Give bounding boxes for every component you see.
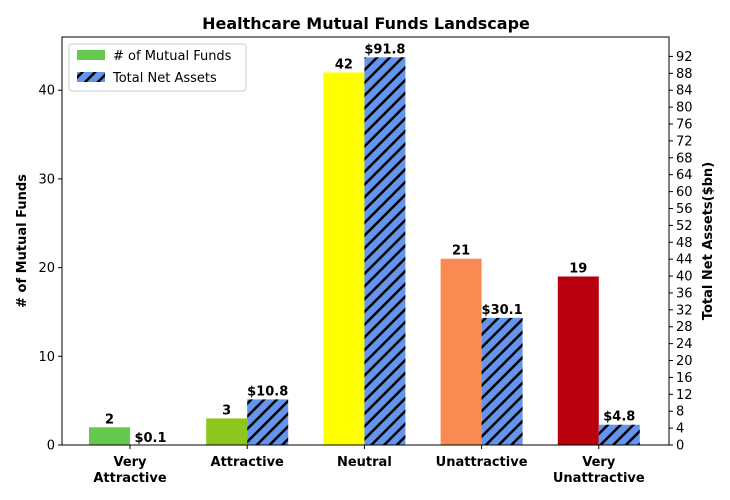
y-left-tick-label: 40	[38, 84, 55, 99]
y-right-tick-label: 68	[676, 151, 693, 166]
x-tick-label: Very Attractive	[93, 455, 167, 486]
legend-label-total-net-assets: Total Net Assets	[112, 71, 217, 86]
data-labels: 2 $0.1 3 $10.8 42 $91.8 21 $30.1 19 $4.8	[105, 42, 635, 446]
y-left-tick-label: 20	[38, 261, 55, 276]
bar-mutual-funds	[89, 427, 130, 445]
y-axis-right-label: Total Net Assets($bn)	[701, 162, 716, 320]
y-left-tick-label: 0	[47, 439, 55, 454]
bar-mutual-funds	[440, 258, 482, 445]
data-label-mutual-funds: 3	[222, 403, 231, 418]
y-right-tick-label: 32	[676, 303, 693, 318]
y-right-tick-label: 64	[676, 168, 693, 183]
chart-title: Healthcare Mutual Funds Landscape	[202, 14, 530, 33]
x-tick-label: Unattractive	[436, 455, 528, 470]
y-right-tick-label: 84	[676, 84, 693, 99]
y-right-tick-label: 56	[676, 202, 693, 217]
bar-total-net-assets	[598, 424, 640, 445]
y-left-tick-label: 10	[38, 350, 55, 365]
y-right-tick-label: 20	[676, 354, 693, 369]
legend-swatch-mutual-funds	[77, 50, 105, 60]
x-tick-label: Neutral	[337, 455, 392, 470]
y-right-tick-label: 76	[676, 118, 693, 133]
y-right-tick-label: 40	[676, 270, 693, 285]
y-right-tick-label: 88	[676, 67, 693, 82]
y-right-tick-label: 8	[676, 405, 684, 420]
bar-mutual-funds	[206, 418, 248, 445]
data-label-total-net-assets: $0.1	[134, 431, 166, 446]
data-label-total-net-assets: $4.8	[603, 410, 635, 425]
y-right-tick-label: 80	[676, 101, 693, 116]
data-label-mutual-funds: 19	[569, 261, 587, 276]
legend-label-mutual-funds: # of Mutual Funds	[113, 49, 232, 64]
y-right-tick-label: 16	[676, 371, 693, 386]
y-right-tick-label: 28	[676, 320, 693, 335]
y-axis-left-label: # of Mutual Funds	[15, 174, 30, 308]
axes: Very Attractive Attractive Neutral Unattract…	[38, 36, 693, 486]
y-right-tick-label: 48	[676, 236, 693, 251]
y-right-tick-label: 60	[676, 185, 693, 200]
data-label-total-net-assets: $10.8	[247, 384, 288, 399]
x-tick-label: Attractive	[211, 455, 285, 470]
y-right-tick-label: 44	[676, 253, 693, 268]
bar-total-net-assets	[364, 57, 406, 446]
legend-swatch-total-net-assets	[77, 72, 105, 82]
y-right-tick-label: 52	[676, 219, 693, 234]
y-right-tick-label: 36	[676, 286, 693, 301]
y-right-tick-label: 24	[676, 337, 693, 352]
bar-total-net-assets	[247, 399, 289, 445]
x-tick-label: Very Unattractive	[553, 455, 645, 486]
bar-mutual-funds	[323, 72, 365, 445]
y-right-tick-label: 12	[676, 388, 693, 403]
data-label-mutual-funds: 42	[335, 57, 353, 72]
y-left-tick-label: 30	[38, 172, 55, 187]
legend-box	[68, 43, 247, 92]
data-label-total-net-assets: $30.1	[482, 303, 523, 318]
data-label-mutual-funds: 21	[452, 244, 470, 259]
data-label-total-net-assets: $91.8	[364, 42, 405, 57]
y-right-tick-label: 0	[676, 439, 684, 454]
y-right-tick-label: 72	[676, 134, 693, 149]
legend: # of Mutual Funds Total Net Assets	[68, 43, 247, 92]
plot-frame	[61, 36, 670, 446]
bar-mutual-funds	[557, 276, 599, 445]
y-right-tick-label: 4	[676, 422, 684, 437]
data-label-mutual-funds: 2	[105, 412, 114, 427]
y-right-tick-label: 92	[676, 50, 693, 65]
bars	[89, 57, 640, 446]
bar-total-net-assets	[481, 317, 523, 445]
